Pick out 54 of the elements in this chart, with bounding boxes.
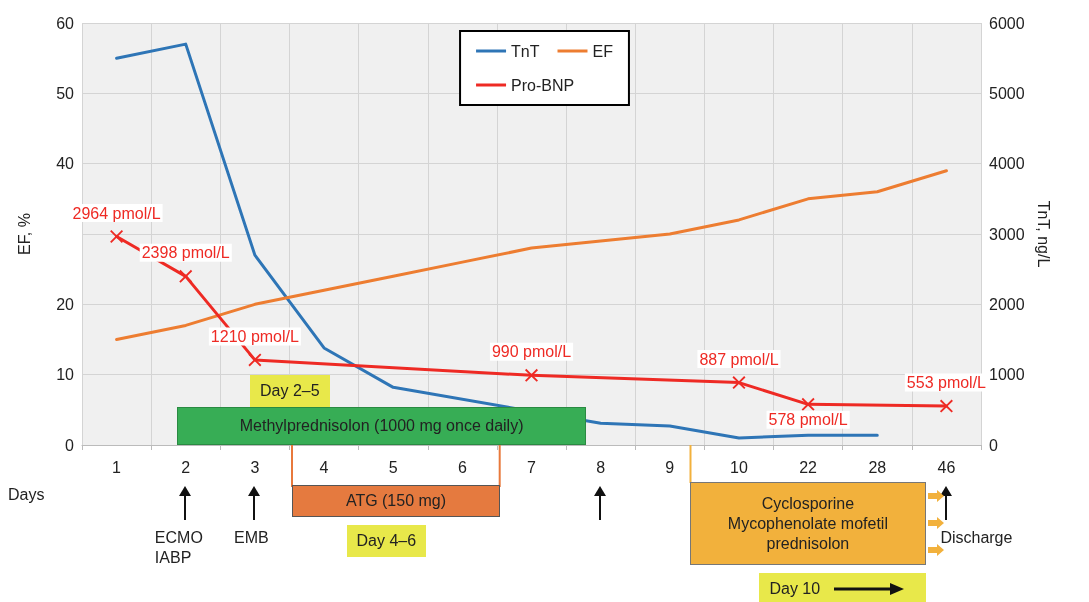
y-tick-label: 0 [65,436,75,454]
data-label: 2398 pmol/L [141,244,230,262]
text-box: ATG (150 mg) [292,485,500,517]
text: Discharge [940,528,1013,548]
y2-axis-title: TnT, ng/L [1034,200,1052,268]
data-label: 887 pmol/L [699,350,779,368]
y2-tick-label: 4000 [989,155,1025,173]
y2-tick-label: 3000 [989,225,1025,243]
y-tick-label: 10 [56,366,75,384]
x-tick-label: 1 [112,458,122,476]
data-label: 578 pmol/L [768,411,848,429]
y-axis-title: EF, % [15,213,33,255]
text: Day 4–6 [346,525,427,557]
text-box: Methylprednisolon (1000 mg once daily) [176,407,587,445]
y2-tick-label: 6000 [989,14,1025,32]
line-series [115,42,879,440]
point [248,353,262,367]
x-tick-label: 46 [937,458,956,476]
data-label: 553 pmol/L [906,374,987,392]
text: Day 10 [769,579,821,599]
x-tick-label: 8 [596,458,606,476]
y-tick-label: 40 [56,155,75,173]
y-tick-label: 60 [56,14,75,32]
y2-tick-label: 2000 [989,295,1025,313]
x-tick-label: 6 [457,458,467,476]
point [110,230,124,244]
point [801,397,815,411]
x-tick-label: 2 [181,458,191,476]
x-tick-label: 3 [250,458,260,476]
y2-tick-label: 0 [989,436,998,454]
legend-label: TnT [511,42,540,60]
legend-label: Pro-BNP [511,76,575,94]
x-tick-label: 5 [388,458,398,476]
y2-tick-label: 5000 [989,84,1025,102]
x-tick-label: 28 [868,458,887,476]
y2-tick-label: 1000 [989,366,1025,384]
x-tick-label: 7 [527,458,537,476]
annotation: Day 2–5 [250,375,330,407]
data-label: 2964 pmol/L [72,204,161,222]
x-axis-title: Days [8,485,45,505]
y-tick-label: 50 [56,84,75,102]
x-tick-label: 9 [665,458,675,476]
data-label: 990 pmol/L [491,343,572,361]
legend-label: EF [592,42,614,60]
x-tick-label: 10 [730,458,748,476]
data-label: 1210 pmol/L [210,327,300,345]
point [179,269,193,283]
text: EMB [234,528,269,548]
text-box: Cyclosporine Mycophenolate mofetil prednisolon [690,482,926,565]
x-tick-label: 4 [319,458,329,476]
point [525,368,538,382]
text: ECMO IABP [154,528,203,568]
y-tick-label: 20 [56,295,75,313]
x-tick-label: 22 [799,458,818,476]
